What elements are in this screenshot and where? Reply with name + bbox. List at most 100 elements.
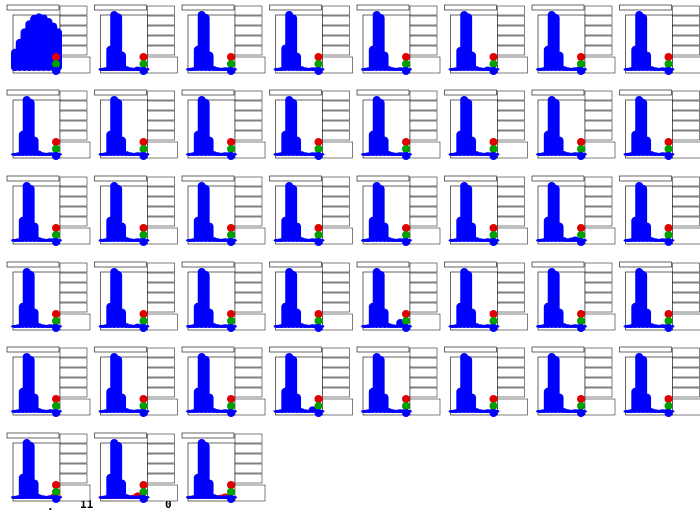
legend-marker [664,317,673,325]
stats-box [59,216,88,227]
stats-box [672,45,700,56]
stats-box [59,5,88,16]
legend-marker [664,152,673,160]
stats-box [147,282,175,293]
stats-box [409,15,438,26]
legend-marker [314,402,323,410]
legend-marker [489,60,498,68]
legend-marker [139,138,148,146]
legend-box [672,313,700,331]
legend-marker [227,317,235,325]
stats-box [584,176,613,187]
stats-box [584,302,613,313]
stats-box [234,367,263,378]
stats-box [672,100,700,111]
stats-box [497,120,525,131]
legend-box [409,56,441,74]
legend-marker [52,152,60,160]
title-box [356,261,410,268]
stats-box [59,282,88,293]
title-box [6,89,60,96]
legend-marker [402,310,410,318]
marker-column [555,308,564,328]
legend-marker [227,402,235,410]
legend-box [322,313,353,331]
stats-box [497,282,525,293]
marker-column [380,222,389,242]
legend-marker [402,224,410,232]
legend-box [584,313,616,331]
stats-box [322,45,350,56]
legend-box [584,398,616,416]
stats-box [672,347,700,358]
stats-box [59,120,88,131]
title-box [531,261,585,268]
stats-box [584,130,613,141]
marker-column [468,308,477,328]
legend-marker [577,138,585,146]
stats-box [584,387,613,398]
stats-box [497,262,525,273]
marker-column [643,308,652,328]
legend-marker [664,238,673,246]
legend-box [59,398,91,416]
legend-marker [577,409,585,417]
stats-box [147,110,175,121]
stats-box [234,443,263,454]
legend-marker [314,317,323,325]
stats-box [234,463,263,474]
stats-box [672,15,700,26]
stats-box [322,302,350,313]
legend-marker [52,238,60,246]
stats-box [409,272,438,283]
stats-box [497,186,525,197]
stats-box [672,272,700,283]
stats-box [497,196,525,207]
legend-box [672,227,700,245]
stats-box [147,45,175,56]
title-box [531,89,585,96]
stats-box [672,206,700,217]
title-box [6,346,60,353]
stats-box [147,347,175,358]
stats-box [147,120,175,131]
title-box [356,175,410,182]
stats-box [672,377,700,388]
stats-box [147,272,175,283]
stats-box [147,292,175,303]
legend-box [147,313,178,331]
legend-marker [139,152,148,160]
stats-box [584,262,613,273]
legend-marker [314,138,323,146]
legend-marker [664,402,673,410]
stats-box [59,25,88,36]
legend-marker [52,481,60,489]
marker-column [205,393,214,413]
stats-box [234,206,263,217]
stats-box [584,292,613,303]
legend-box [497,313,528,331]
title-box [444,261,497,268]
title-box [181,4,235,11]
legend-marker [139,67,148,75]
legend-marker [489,402,498,410]
stats-box [672,110,700,121]
stats-box [59,130,88,141]
legend-box [584,141,616,159]
legend-marker [664,409,673,417]
legend-marker [489,231,498,239]
legend-box [234,56,266,74]
legend-marker [227,152,235,160]
legend-marker [52,488,60,496]
legend-marker [577,231,585,239]
legend-marker [314,324,323,332]
stats-box [147,463,175,474]
stats-box [59,45,88,56]
legend-box [147,227,178,245]
legend-marker [139,238,148,246]
stats-box [322,5,350,16]
stats-box [322,377,350,388]
stats-box [147,196,175,207]
stats-box [234,453,263,464]
